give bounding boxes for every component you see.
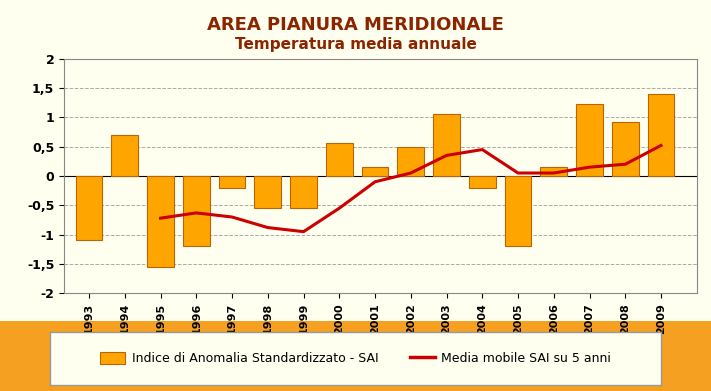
Bar bbox=[183, 176, 210, 246]
Bar bbox=[397, 147, 424, 176]
Bar bbox=[576, 104, 603, 176]
Bar bbox=[505, 176, 531, 246]
Bar bbox=[218, 176, 245, 188]
Bar bbox=[362, 167, 388, 176]
Bar bbox=[326, 143, 353, 176]
Legend: Indice di Anomalia Standardizzato - SAI, Media mobile SAI su 5 anni: Indice di Anomalia Standardizzato - SAI,… bbox=[94, 346, 617, 371]
Bar bbox=[112, 135, 138, 176]
Bar bbox=[648, 94, 675, 176]
Bar bbox=[147, 176, 174, 267]
Text: AREA PIANURA MERIDIONALE: AREA PIANURA MERIDIONALE bbox=[207, 16, 504, 34]
Bar bbox=[540, 167, 567, 176]
Bar bbox=[75, 176, 102, 240]
Bar bbox=[469, 176, 496, 188]
Bar bbox=[255, 176, 281, 208]
Bar bbox=[290, 176, 317, 208]
Bar bbox=[433, 114, 460, 176]
Bar bbox=[612, 122, 638, 176]
Text: Temperatura media annuale: Temperatura media annuale bbox=[235, 38, 476, 52]
